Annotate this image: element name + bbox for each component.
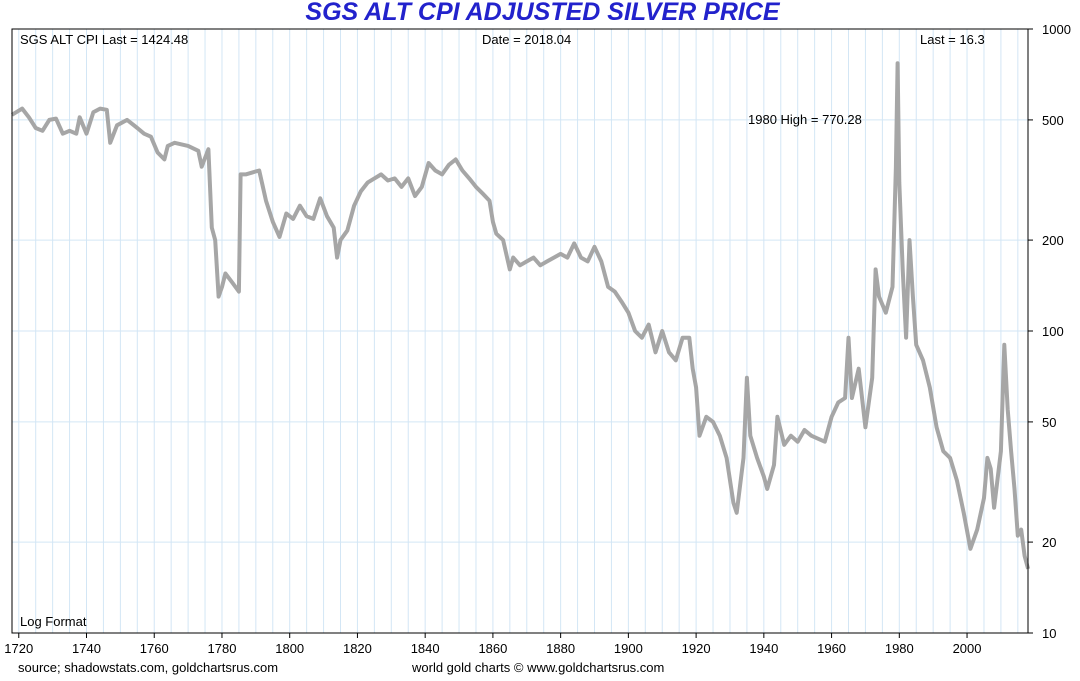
x-tick-label: 1840 [411,641,440,656]
x-tick-label: 1760 [140,641,169,656]
x-tick-label: 1980 [885,641,914,656]
y-axis: 10 20 50 100 200 500 1000 [1028,22,1071,641]
high-annotation: 1980 High = 770.28 [748,112,862,127]
x-tick-label: 1920 [682,641,711,656]
log-format-label: Log Format [20,614,87,629]
x-axis: 1720 1740 1760 1780 1800 1820 1840 1860 1880 1900… [4,633,982,656]
chart-title: SGS ALT CPI ADJUSTED SILVER PRICE [305,0,780,26]
x-tick-label: 1960 [817,641,846,656]
x-tick-label: 1740 [72,641,101,656]
date-label: Date = 2018.04 [482,32,572,47]
x-tick-label: 1800 [275,641,304,656]
x-tick-label: 1940 [749,641,778,656]
source-footer: source; shadowstats.com, goldchartsrus.c… [18,660,279,675]
price-series-line [10,61,1031,570]
x-tick-label: 1720 [4,641,33,656]
grid [12,28,1028,634]
y-tick-label: 20 [1042,535,1056,550]
y-tick-label: 50 [1042,415,1056,430]
y-tick-label: 200 [1042,233,1064,248]
last-value-label: Last = 16.3 [920,32,985,47]
x-tick-label: 1780 [208,641,237,656]
y-tick-label: 500 [1042,113,1064,128]
y-tick-label: 100 [1042,324,1064,339]
x-tick-label: 1900 [614,641,643,656]
y-tick-label: 1000 [1042,22,1071,37]
x-tick-label: 1860 [478,641,507,656]
x-tick-label: 1880 [546,641,575,656]
y-tick-label: 10 [1042,626,1056,641]
cpi-last-label: SGS ALT CPI Last = 1424.48 [20,32,189,47]
x-tick-label: 2000 [953,641,982,656]
x-tick-label: 1820 [343,641,372,656]
credit-footer: world gold charts © www.goldchartsrus.co… [412,660,665,675]
